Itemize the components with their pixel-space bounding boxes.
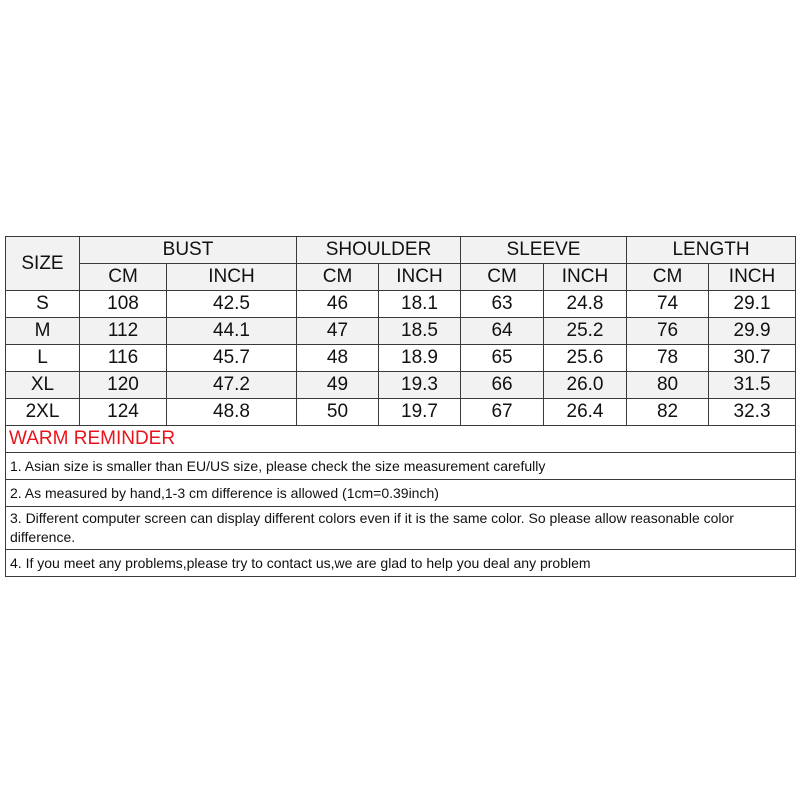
unit-header: INCH	[708, 263, 797, 291]
reminder-title-row: WARM REMINDER	[4, 425, 797, 453]
measurement-cell: 45.7	[166, 344, 297, 372]
size-cell: S	[5, 290, 80, 318]
measurement-cell: 48	[296, 344, 379, 372]
measurement-cell: 25.6	[543, 344, 628, 372]
unit-header: INCH	[166, 263, 297, 291]
reminder-note: 2. As measured by hand,1-3 cm difference…	[4, 479, 797, 507]
reminder-note: 1. Asian size is smaller than EU/US size…	[4, 452, 797, 480]
reminder-title: WARM REMINDER	[4, 425, 797, 453]
unit-header: CM	[79, 263, 167, 291]
size-cell: 2XL	[5, 398, 80, 426]
unit-header: INCH	[543, 263, 628, 291]
measurement-cell: 48.8	[166, 398, 297, 426]
measurement-cell: 82	[626, 398, 710, 426]
measurement-cell: 19.7	[377, 398, 462, 426]
table-row: S 108 42.5 46 18.1 63 24.8 74 29.1	[5, 290, 797, 318]
measurement-cell: 32.3	[708, 398, 797, 426]
header-row-units: CM INCH CM INCH CM INCH CM INCH	[6, 263, 797, 291]
group-header-shoulder: SHOULDER	[295, 236, 462, 264]
size-chart-table: SIZE BUST SHOULDER SLEEVE LENGTH CM INCH…	[4, 236, 797, 577]
measurement-cell: 74	[626, 290, 710, 318]
measurement-cell: 44.1	[166, 317, 297, 345]
measurement-cell: 46	[296, 290, 379, 318]
table-row: L 116 45.7 48 18.9 65 25.6 78 30.7	[5, 344, 797, 372]
size-cell: L	[5, 344, 80, 372]
measurement-cell: 64	[460, 317, 545, 345]
reminder-note-row: 4. If you meet any problems,please try t…	[4, 549, 797, 577]
unit-header: CM	[626, 263, 710, 291]
measurement-cell: 24.8	[543, 290, 628, 318]
measurement-cell: 26.4	[543, 398, 628, 426]
group-header-bust: BUST	[79, 236, 297, 264]
unit-header: CM	[296, 263, 379, 291]
measurement-cell: 80	[626, 371, 710, 399]
unit-header: CM	[460, 263, 545, 291]
measurement-cell: 42.5	[166, 290, 297, 318]
measurement-cell: 112	[79, 317, 167, 345]
measurement-cell: 18.5	[377, 317, 462, 345]
reminder-note-row: 2. As measured by hand,1-3 cm difference…	[4, 479, 797, 507]
measurement-cell: 19.3	[377, 371, 462, 399]
measurement-cell: 63	[460, 290, 545, 318]
measurement-cell: 26.0	[543, 371, 628, 399]
reminder-note: 3. Different computer screen can display…	[4, 506, 797, 550]
measurement-cell: 49	[296, 371, 379, 399]
measurement-cell: 25.2	[543, 317, 628, 345]
measurement-cell: 47.2	[166, 371, 297, 399]
measurement-cell: 78	[626, 344, 710, 372]
header-row-groups: SIZE BUST SHOULDER SLEEVE LENGTH	[5, 236, 797, 291]
measurement-cell: 108	[79, 290, 167, 318]
size-header: SIZE	[5, 236, 80, 291]
reminder-note-row: 3. Different computer screen can display…	[4, 506, 797, 550]
measurement-cell: 66	[460, 371, 545, 399]
reminder-note: 4. If you meet any problems,please try t…	[4, 549, 797, 577]
reminder-note-row: 1. Asian size is smaller than EU/US size…	[4, 452, 797, 480]
table-row: 2XL 124 48.8 50 19.7 67 26.4 82 32.3	[5, 398, 797, 426]
group-header-sleeve: SLEEVE	[460, 236, 628, 264]
measurement-cell: 18.1	[377, 290, 462, 318]
measurement-cell: 29.9	[708, 317, 797, 345]
size-cell: M	[5, 317, 80, 345]
table-row: M 112 44.1 47 18.5 64 25.2 76 29.9	[5, 317, 797, 345]
measurement-cell: 116	[79, 344, 167, 372]
measurement-cell: 67	[460, 398, 545, 426]
table-row: XL 120 47.2 49 19.3 66 26.0 80 31.5	[5, 371, 797, 399]
measurement-cell: 30.7	[708, 344, 797, 372]
measurement-cell: 18.9	[377, 344, 462, 372]
unit-header: INCH	[377, 263, 462, 291]
measurement-cell: 76	[626, 317, 710, 345]
group-header-length: LENGTH	[626, 236, 797, 264]
measurement-cell: 120	[79, 371, 167, 399]
size-cell: XL	[5, 371, 80, 399]
measurement-cell: 124	[79, 398, 167, 426]
measurement-cell: 65	[460, 344, 545, 372]
measurement-cell: 31.5	[708, 371, 797, 399]
measurement-cell: 47	[296, 317, 379, 345]
measurement-cell: 29.1	[708, 290, 797, 318]
measurement-cell: 50	[296, 398, 379, 426]
